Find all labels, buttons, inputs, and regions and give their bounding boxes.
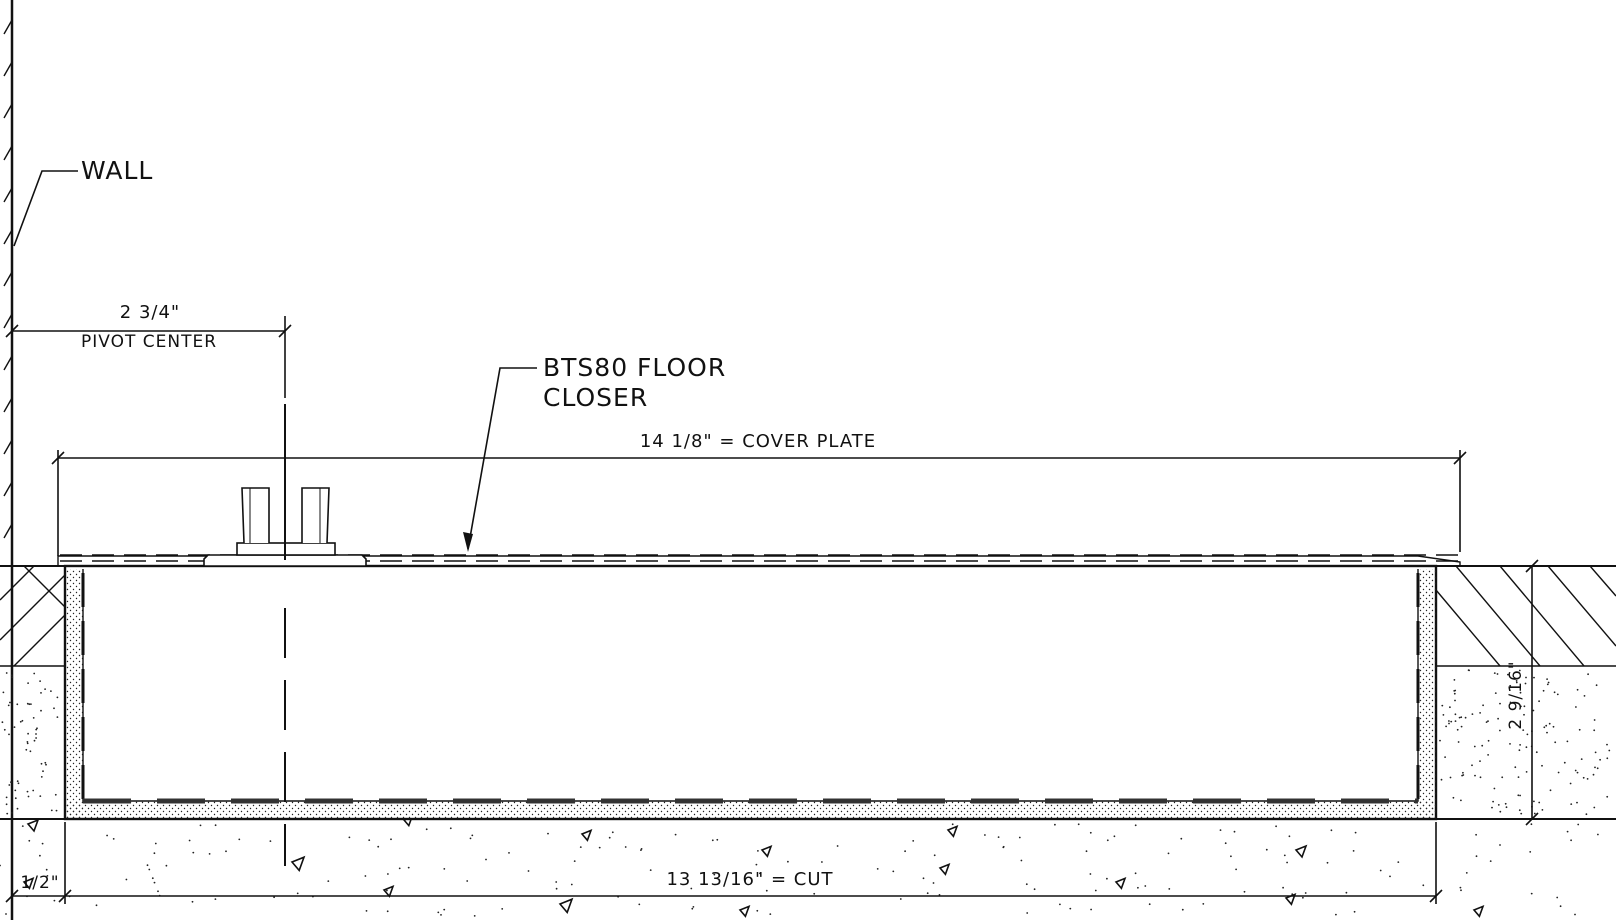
wall	[3, 0, 14, 920]
cover-plate-dimension: 14 1/8" = COVER PLATE	[640, 431, 876, 452]
closer-leader-arrowhead	[463, 532, 473, 552]
depth-dimension: 2 9/16"	[1506, 660, 1526, 729]
concrete-slab	[0, 669, 1611, 918]
closer-pit	[63, 564, 1438, 821]
wall-label: WALL	[81, 156, 153, 185]
floor-finish-right	[1436, 566, 1616, 667]
offset-dimension: 1/2"	[20, 873, 59, 893]
wall-hatch	[3, 19, 13, 539]
floor-finish-left	[0, 566, 65, 667]
closer-label-line2: CLOSER	[543, 383, 648, 412]
closer-label-line1: BTS80 FLOOR	[543, 353, 726, 382]
cut-dimension: 13 13/16" = CUT	[666, 869, 833, 890]
leaders	[13, 170, 537, 550]
pivot-dimension-caption: PIVOT CENTER	[81, 332, 217, 352]
dimension-lines	[5, 316, 1539, 904]
pivot-dimension-value: 2 3/4"	[120, 302, 180, 323]
